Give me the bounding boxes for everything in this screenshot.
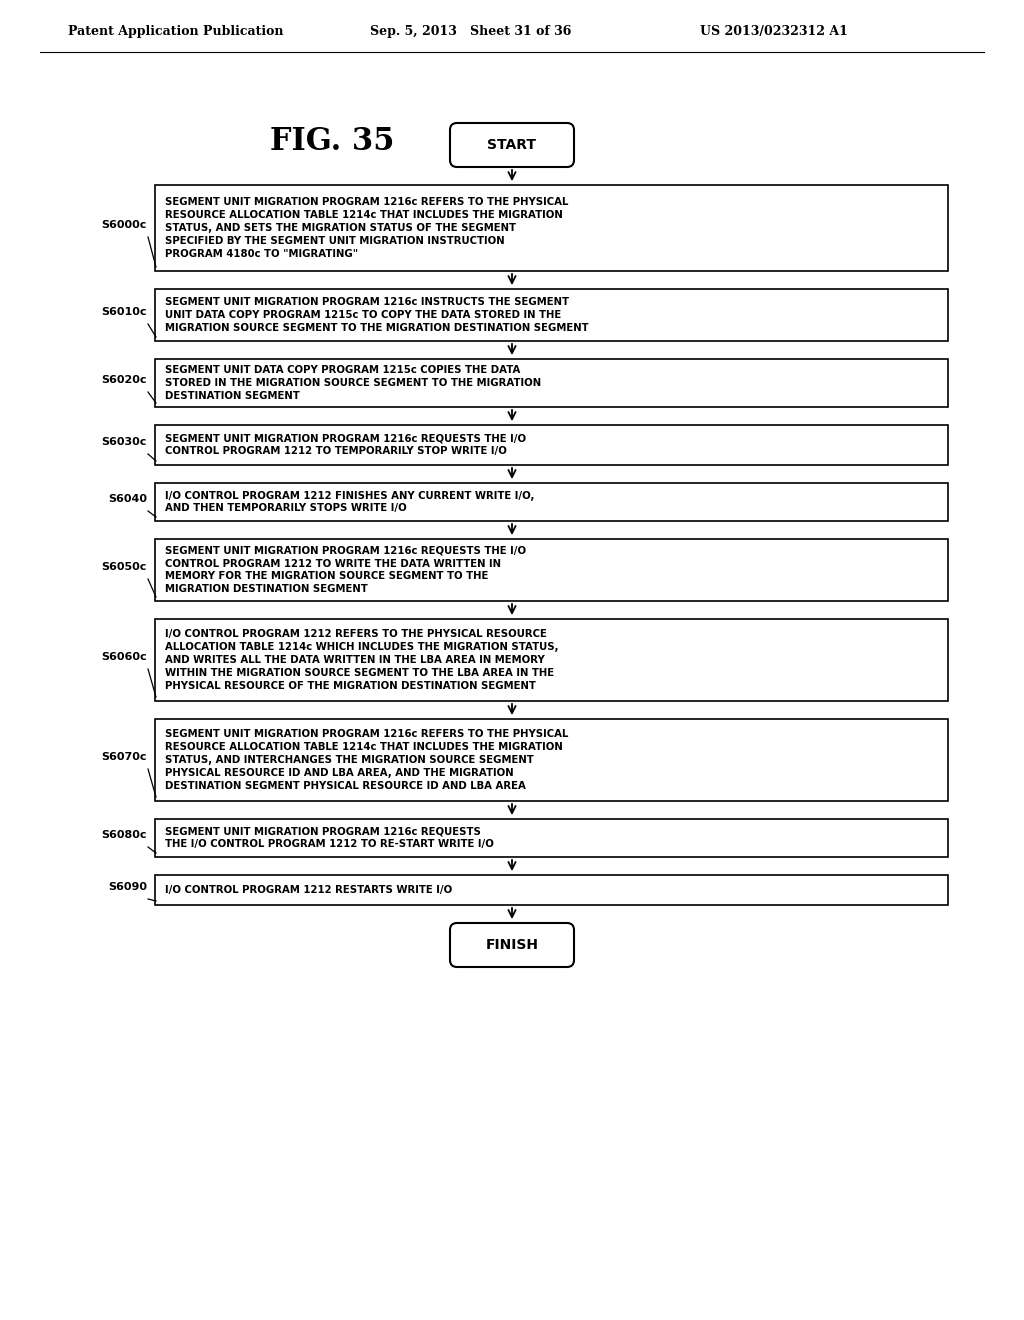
FancyBboxPatch shape	[155, 185, 948, 271]
Text: S6010c: S6010c	[101, 308, 147, 317]
FancyBboxPatch shape	[450, 123, 574, 168]
Text: SEGMENT UNIT MIGRATION PROGRAM 1216c REFERS TO THE PHYSICAL
RESOURCE ALLOCATION : SEGMENT UNIT MIGRATION PROGRAM 1216c REF…	[165, 198, 568, 259]
Text: US 2013/0232312 A1: US 2013/0232312 A1	[700, 25, 848, 38]
FancyBboxPatch shape	[155, 483, 948, 521]
Text: S6080c: S6080c	[101, 830, 147, 840]
Text: I/O CONTROL PROGRAM 1212 FINISHES ANY CURRENT WRITE I/O,
AND THEN TEMPORARILY ST: I/O CONTROL PROGRAM 1212 FINISHES ANY CU…	[165, 491, 535, 513]
FancyBboxPatch shape	[450, 923, 574, 968]
FancyBboxPatch shape	[155, 289, 948, 341]
Text: SEGMENT UNIT DATA COPY PROGRAM 1215c COPIES THE DATA
STORED IN THE MIGRATION SOU: SEGMENT UNIT DATA COPY PROGRAM 1215c COP…	[165, 366, 541, 401]
Text: S6040: S6040	[108, 494, 147, 504]
Text: I/O CONTROL PROGRAM 1212 RESTARTS WRITE I/O: I/O CONTROL PROGRAM 1212 RESTARTS WRITE …	[165, 884, 453, 895]
Text: S6090: S6090	[108, 882, 147, 892]
Text: S6070c: S6070c	[101, 752, 147, 762]
FancyBboxPatch shape	[155, 719, 948, 801]
Text: S6020c: S6020c	[101, 375, 147, 385]
Text: S6030c: S6030c	[101, 437, 147, 447]
Text: FINISH: FINISH	[485, 939, 539, 952]
Text: SEGMENT UNIT MIGRATION PROGRAM 1216c REQUESTS THE I/O
CONTROL PROGRAM 1212 TO TE: SEGMENT UNIT MIGRATION PROGRAM 1216c REQ…	[165, 433, 526, 457]
FancyBboxPatch shape	[155, 539, 948, 601]
Text: Sep. 5, 2013   Sheet 31 of 36: Sep. 5, 2013 Sheet 31 of 36	[370, 25, 571, 38]
FancyBboxPatch shape	[155, 359, 948, 407]
Text: START: START	[487, 139, 537, 152]
FancyBboxPatch shape	[155, 875, 948, 906]
FancyBboxPatch shape	[155, 619, 948, 701]
Text: FIG. 35: FIG. 35	[270, 127, 394, 157]
Text: SEGMENT UNIT MIGRATION PROGRAM 1216c REQUESTS THE I/O
CONTROL PROGRAM 1212 TO WR: SEGMENT UNIT MIGRATION PROGRAM 1216c REQ…	[165, 545, 526, 594]
Text: Patent Application Publication: Patent Application Publication	[68, 25, 284, 38]
Text: S6060c: S6060c	[101, 652, 147, 663]
Text: I/O CONTROL PROGRAM 1212 REFERS TO THE PHYSICAL RESOURCE
ALLOCATION TABLE 1214c : I/O CONTROL PROGRAM 1212 REFERS TO THE P…	[165, 630, 558, 690]
Text: SEGMENT UNIT MIGRATION PROGRAM 1216c REQUESTS
THE I/O CONTROL PROGRAM 1212 TO RE: SEGMENT UNIT MIGRATION PROGRAM 1216c REQ…	[165, 826, 494, 849]
Text: SEGMENT UNIT MIGRATION PROGRAM 1216c REFERS TO THE PHYSICAL
RESOURCE ALLOCATION : SEGMENT UNIT MIGRATION PROGRAM 1216c REF…	[165, 730, 568, 791]
Text: S6050c: S6050c	[101, 562, 147, 572]
FancyBboxPatch shape	[155, 425, 948, 465]
FancyBboxPatch shape	[155, 818, 948, 857]
Text: SEGMENT UNIT MIGRATION PROGRAM 1216c INSTRUCTS THE SEGMENT
UNIT DATA COPY PROGRA: SEGMENT UNIT MIGRATION PROGRAM 1216c INS…	[165, 297, 589, 333]
Text: S6000c: S6000c	[101, 220, 147, 230]
